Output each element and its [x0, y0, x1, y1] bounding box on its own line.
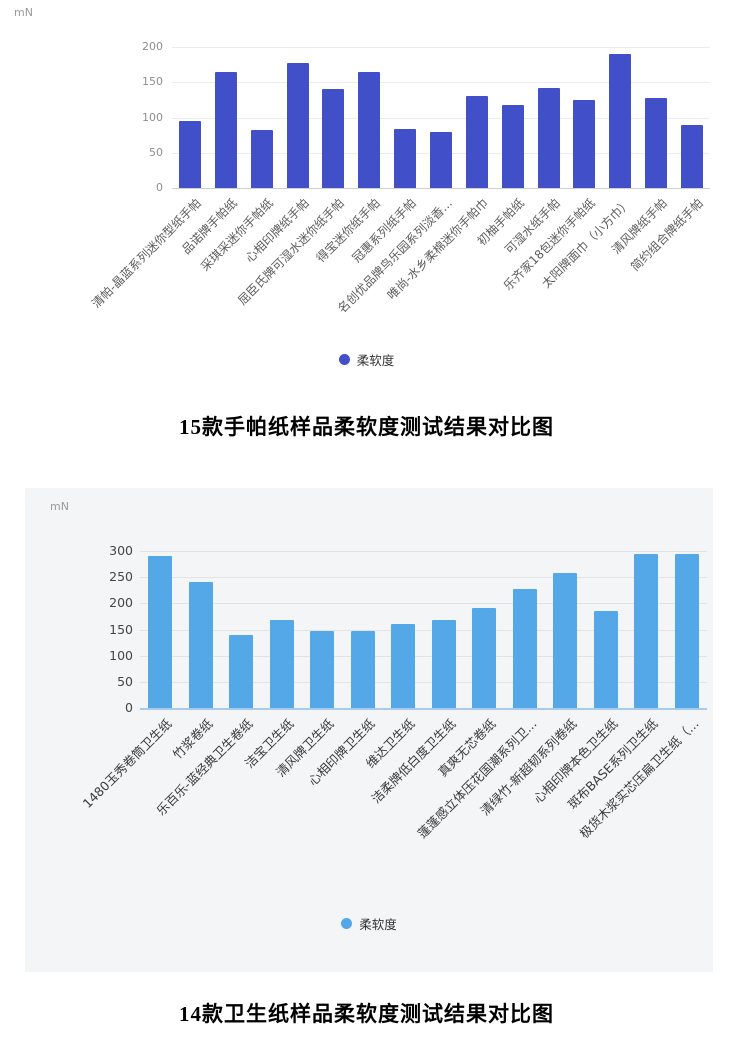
y-axis-tick-label: 100	[109, 647, 133, 663]
y-axis-unit-label: mN	[14, 6, 33, 19]
bar	[178, 121, 201, 188]
bar	[214, 71, 237, 188]
gridline	[140, 681, 707, 683]
bar	[391, 624, 416, 708]
legend-marker-icon	[338, 354, 350, 365]
bar	[250, 130, 273, 188]
bar	[229, 634, 254, 708]
bar	[322, 89, 345, 188]
gridline	[140, 655, 707, 657]
bar	[465, 96, 488, 188]
y-axis-tick-label: 50	[149, 145, 163, 159]
bar	[188, 582, 213, 708]
bar	[430, 131, 452, 188]
bar	[350, 631, 375, 708]
x-axis-line	[140, 708, 707, 710]
y-axis-tick-label: 200	[109, 595, 133, 611]
gridline	[140, 551, 707, 552]
bar	[358, 71, 381, 188]
y-axis-tick-label: 200	[142, 40, 163, 53]
gridline	[172, 82, 710, 84]
bar	[674, 553, 699, 708]
y-axis-tick-label: 100	[142, 110, 163, 124]
bar	[553, 572, 578, 708]
bar	[310, 631, 335, 708]
gridline	[140, 603, 707, 605]
chart-title: 14款卫生纸样品柔软度测试结果对比图	[179, 1002, 554, 1026]
bar	[609, 54, 632, 188]
toilet-paper-softness-chart: mN 柔软度 0 50 100 150 200 250 300 1480玉秀卷筒卫生纸 竹浆卷纸…	[25, 488, 713, 972]
bar	[645, 97, 668, 188]
gridline	[172, 47, 710, 48]
x-axis-category-label: 简约组合牌纸手帕	[628, 196, 706, 274]
bar	[431, 620, 456, 708]
bar	[148, 556, 173, 708]
legend-marker-icon	[341, 918, 353, 929]
bar	[681, 124, 704, 188]
bar	[512, 588, 537, 708]
gridline	[172, 117, 710, 119]
bar	[394, 128, 417, 188]
bar	[269, 620, 294, 708]
legend-label: 柔软度	[356, 353, 395, 368]
y-axis-tick-label: 150	[142, 75, 163, 89]
bar	[472, 607, 497, 708]
y-axis-tick-label: 0	[125, 700, 133, 715]
legend-label: 柔软度	[359, 917, 397, 932]
y-axis-tick-label: 250	[109, 569, 133, 585]
y-axis-tick-label: 50	[117, 673, 133, 689]
bar	[593, 611, 618, 708]
bar	[286, 63, 309, 188]
gridline	[140, 577, 707, 579]
legend[interactable]: 柔软度	[0, 350, 733, 369]
chart-title: 15款手帕纸样品柔软度测试结果对比图	[179, 415, 554, 439]
x-axis-line	[172, 188, 710, 189]
handkerchief-softness-chart: mN 柔软度 0 50 100 150 200 清帕-晶蓝系列迷你型纸手帕 品诺牌手帕纸 采琪…	[0, 0, 733, 385]
y-axis-tick-label: 300	[109, 543, 133, 558]
bar	[537, 87, 560, 188]
y-axis-tick-label: 150	[109, 621, 133, 637]
bar	[573, 99, 596, 188]
legend[interactable]: 柔软度	[25, 914, 713, 933]
y-axis-unit-label: mN	[50, 500, 69, 513]
x-axis-category-label: 清风牌纸手帕	[609, 196, 671, 257]
bar	[634, 553, 659, 708]
y-axis-tick-label: 0	[156, 181, 163, 194]
gridline	[140, 629, 707, 631]
bar	[501, 104, 524, 188]
